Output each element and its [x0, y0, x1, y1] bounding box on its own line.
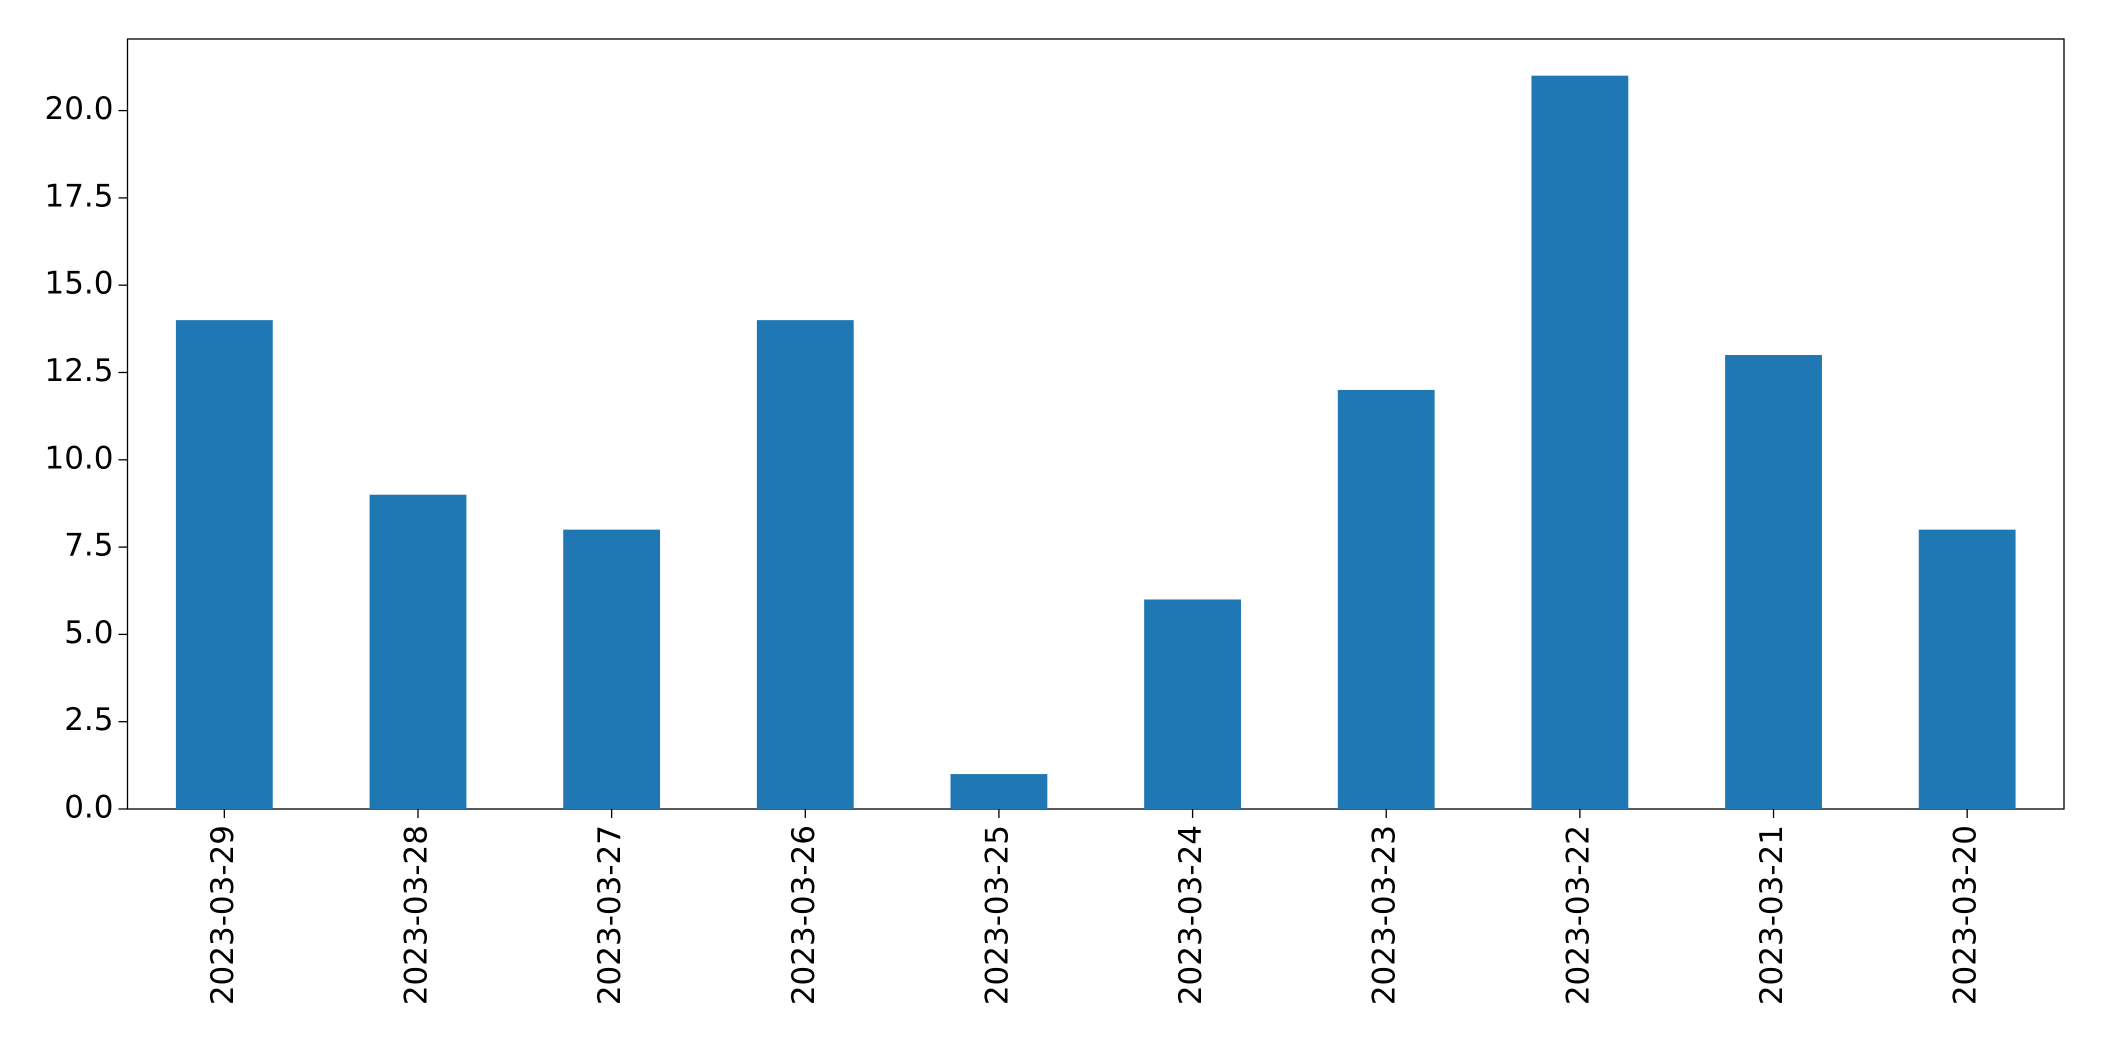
y-tick-label: 5.0: [64, 615, 113, 651]
bar: [756, 320, 854, 809]
x-tick-label: 2023-03-24: [1173, 825, 1209, 1005]
x-tick-label: 2023-03-26: [786, 825, 822, 1005]
x-tick-label: 2023-03-20: [1948, 825, 1984, 1005]
x-tick-label: 2023-03-27: [592, 825, 628, 1005]
x-tick-label: 2023-03-22: [1560, 825, 1596, 1005]
bar: [175, 320, 273, 809]
x-tick-label: 2023-03-25: [979, 825, 1015, 1005]
y-tick-label: 10.0: [44, 440, 113, 476]
y-tick-label: 0.0: [64, 790, 113, 826]
bar: [563, 529, 661, 809]
y-tick-label: 2.5: [64, 702, 113, 738]
y-tick-label: 7.5: [64, 528, 113, 564]
x-tick-label: 2023-03-23: [1367, 825, 1403, 1005]
bar: [950, 774, 1048, 809]
bar: [1531, 75, 1629, 809]
plot-frame: [126, 38, 2065, 810]
bar: [1337, 389, 1435, 809]
bar: [1144, 599, 1241, 809]
y-tick-label: 20.0: [44, 91, 113, 127]
x-tick-label: 2023-03-21: [1754, 825, 1790, 1005]
x-tick-label: 2023-03-28: [398, 825, 434, 1005]
bar: [1725, 355, 1822, 809]
y-tick-label: 12.5: [44, 353, 113, 389]
y-tick-label: 17.5: [44, 178, 113, 214]
bar: [1918, 529, 2016, 809]
bar: [369, 494, 467, 809]
x-tick-label: 2023-03-29: [205, 825, 241, 1005]
y-tick-label: 15.0: [44, 266, 113, 302]
